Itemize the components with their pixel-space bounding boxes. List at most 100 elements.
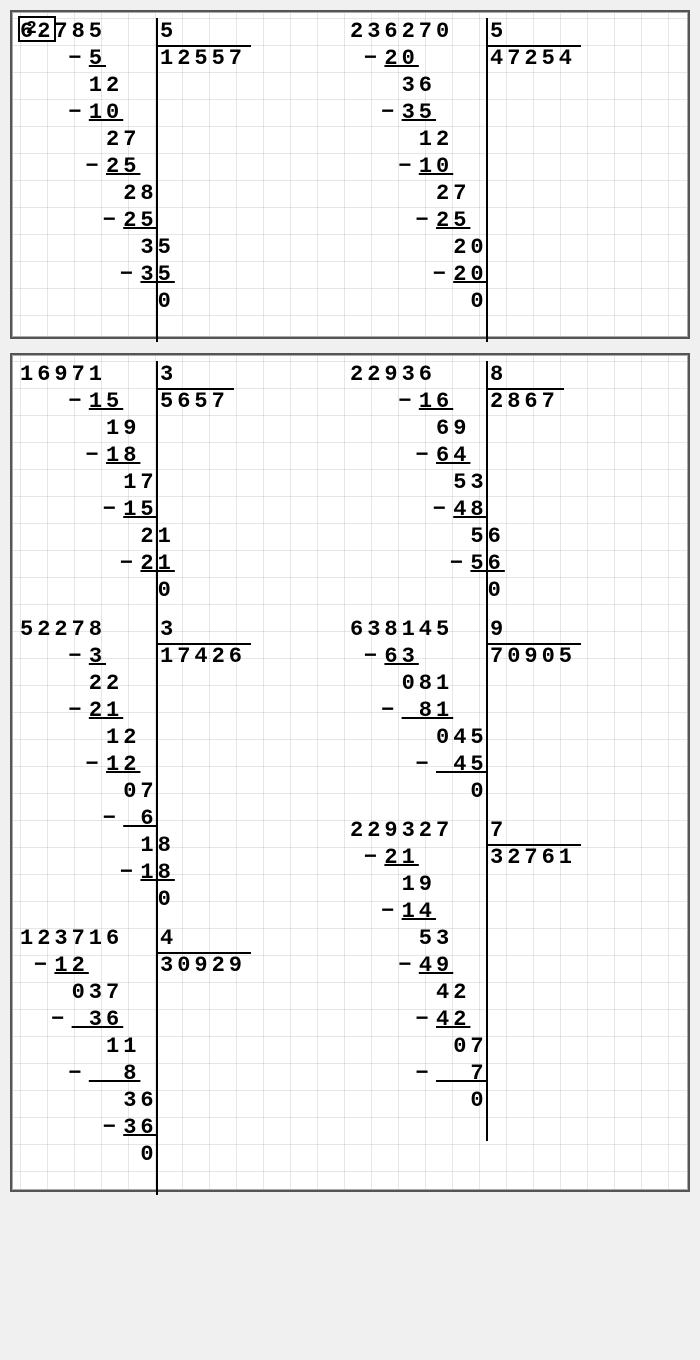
step-line: 11 [20,1033,350,1060]
col-right: 22936 −16 69 −64 53 −48 56 −56 082867 63… [350,361,680,1180]
quotient: 30929 [156,952,246,979]
problem-E: 52278 −3 22 −21 12 −12 07 − 6 18 −18 031… [20,616,350,917]
step-line: 0 [350,577,680,604]
work-steps: −15 19 −18 17 −15 21 −21 0 [20,388,350,604]
step-line: 0 [20,1141,350,1168]
step-line: 36 [350,72,680,99]
step-line: −56 [350,550,680,577]
problem-D: 22936 −16 69 −64 53 −48 56 −56 082867 [350,361,680,608]
problem-B: 236270 −20 36 −35 12 −10 27 −25 20 −20 0… [350,18,680,319]
step-line: −14 [350,898,680,925]
divisor: 3 [156,361,234,390]
step-line: −20 [350,261,680,288]
panel-top: 2. 62785 −5 12 −10 27 −25 28 −25 35 −35 … [10,10,690,339]
step-line: 21 [20,523,350,550]
quotient: 5657 [156,388,229,415]
step-line: −25 [350,207,680,234]
divisor: 7 [486,817,581,846]
step-line: 42 [350,979,680,1006]
panel-bottom-row: 16971 −15 19 −18 17 −15 21 −21 035657 52… [20,361,680,1180]
step-line: 12 [20,724,350,751]
step-line: 20 [350,234,680,261]
step-line: 19 [350,871,680,898]
step-line: −18 [20,859,350,886]
step-line: −25 [20,207,350,234]
step-line: −21 [20,697,350,724]
quotient: 32761 [486,844,576,871]
quotient: 2867 [486,388,559,415]
col-left: 62785 −5 12 −10 27 −25 28 −25 35 −35 051… [20,18,350,327]
step-line: − 8 [20,1060,350,1087]
work-steps: −20 36 −35 12 −10 27 −25 20 −20 0 [350,45,680,315]
step-line: −15 [20,496,350,523]
step-line: 12 [350,126,680,153]
step-line: 36 [20,1087,350,1114]
step-line: 045 [350,724,680,751]
work-steps: −21 19 −14 53 −49 42 −42 07 − 7 0 [350,844,680,1114]
step-line: −10 [20,99,350,126]
quotient: 47254 [486,45,576,72]
step-line: −35 [350,99,680,126]
step-line: 0 [350,1087,680,1114]
divisor: 5 [486,18,581,47]
panel-bottom: 16971 −15 19 −18 17 −15 21 −21 035657 52… [10,353,690,1192]
step-line: 27 [20,126,350,153]
step-line: 35 [20,234,350,261]
work-steps: −5 12 −10 27 −25 28 −25 35 −35 0 [20,45,350,315]
step-line: 27 [350,180,680,207]
step-line: − 36 [20,1006,350,1033]
problem-A: 62785 −5 12 −10 27 −25 28 −25 35 −35 051… [20,18,350,319]
step-line: 0 [20,288,350,315]
quotient: 70905 [486,643,576,670]
step-line: 69 [350,415,680,442]
step-line: −48 [350,496,680,523]
problem-H: 229327 −21 19 −14 53 −49 42 −42 07 − 7 0… [350,817,680,1118]
work-steps: −16 69 −64 53 −48 56 −56 0 [350,388,680,604]
col-left: 16971 −15 19 −18 17 −15 21 −21 035657 52… [20,361,350,1180]
work-steps: −12 037 − 36 11 − 8 36 −36 0 [20,952,350,1168]
step-line: 56 [350,523,680,550]
step-line: 0 [20,886,350,913]
divisor: 4 [156,925,251,954]
step-line: 17 [20,469,350,496]
step-line: − 6 [20,805,350,832]
step-line: 12 [20,72,350,99]
step-line: −42 [350,1006,680,1033]
col-right: 236270 −20 36 −35 12 −10 27 −25 20 −20 0… [350,18,680,327]
step-line: − 45 [350,751,680,778]
divisor: 8 [486,361,564,390]
panel-top-row: 62785 −5 12 −10 27 −25 28 −25 35 −35 051… [20,18,680,327]
step-line: 0 [350,288,680,315]
problem-G: 123716 −12 037 − 36 11 − 8 36 −36 043092… [20,925,350,1172]
step-line: 22 [20,670,350,697]
step-line: −10 [350,153,680,180]
step-line: 07 [350,1033,680,1060]
step-line: −64 [350,442,680,469]
step-line: −36 [20,1114,350,1141]
step-line: 18 [20,832,350,859]
step-line: −35 [20,261,350,288]
quotient: 12557 [156,45,246,72]
step-line: 07 [20,778,350,805]
work-steps: −3 22 −21 12 −12 07 − 6 18 −18 0 [20,643,350,913]
step-line: −21 [20,550,350,577]
step-line: 0 [350,778,680,805]
step-line: 53 [350,925,680,952]
step-line: − 7 [350,1060,680,1087]
step-line: −12 [20,751,350,778]
step-line: −25 [20,153,350,180]
step-line: 19 [20,415,350,442]
quotient: 17426 [156,643,246,670]
step-line: 081 [350,670,680,697]
step-line: − 81 [350,697,680,724]
step-line: 0 [20,577,350,604]
step-line: 28 [20,180,350,207]
step-line: −49 [350,952,680,979]
step-line: −18 [20,442,350,469]
step-line: 53 [350,469,680,496]
divisor: 3 [156,616,251,645]
problem-C: 16971 −15 19 −18 17 −15 21 −21 035657 [20,361,350,608]
divisor: 9 [486,616,581,645]
problem-F: 638145 −63 081 − 81 045 − 45 0970905 [350,616,680,809]
divisor: 5 [156,18,251,47]
